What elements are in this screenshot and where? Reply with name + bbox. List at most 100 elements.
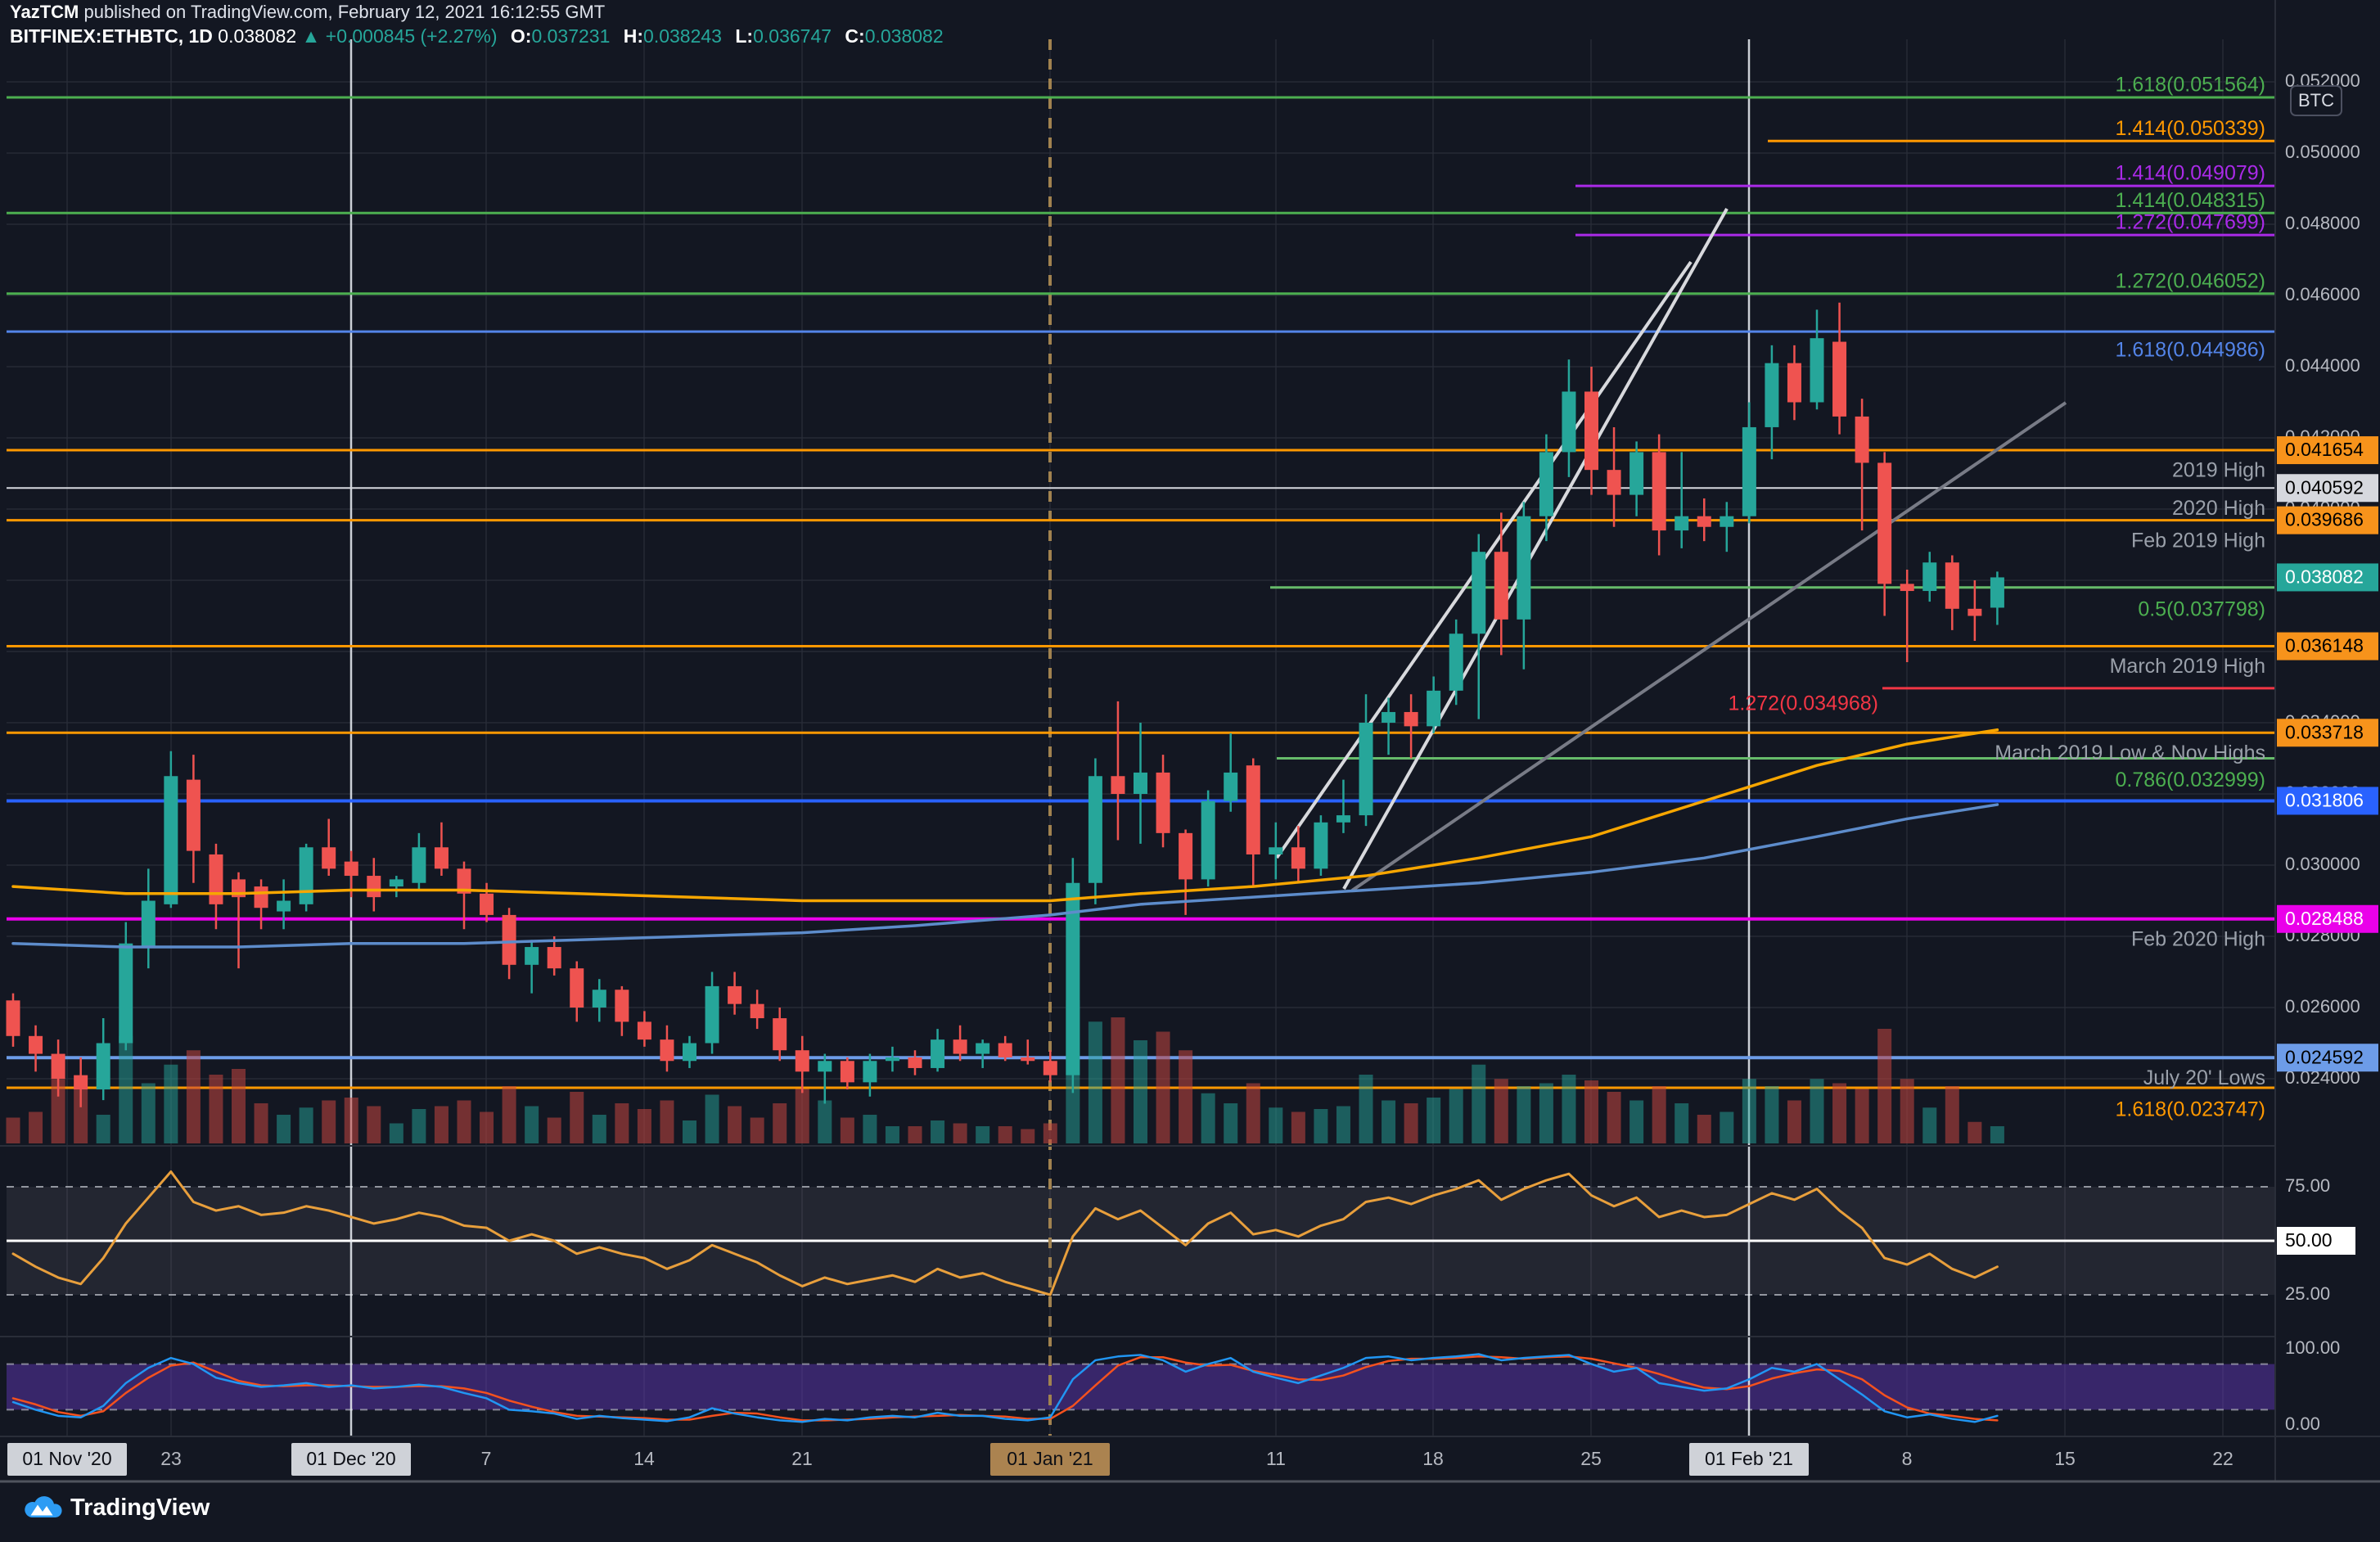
volume-bar xyxy=(141,1083,156,1143)
candle-body xyxy=(6,1000,20,1036)
volume-bar xyxy=(1201,1093,1215,1143)
volume-bar xyxy=(367,1106,381,1143)
volume-bar xyxy=(570,1092,584,1143)
level-label: 1.618(0.051564) xyxy=(2116,74,2265,97)
volume-bar xyxy=(1607,1092,1621,1143)
candle-body xyxy=(1314,822,1328,869)
level-label: 1.272(0.034968) xyxy=(1729,692,1878,715)
volume-bar xyxy=(840,1117,854,1143)
price-value-label: 0.033718 xyxy=(2285,721,2364,742)
trend-line xyxy=(1342,208,1729,890)
volume-bar xyxy=(660,1100,674,1143)
candle-body xyxy=(367,876,381,898)
volume-bar xyxy=(773,1103,787,1143)
volume-bar xyxy=(434,1106,449,1143)
low-value: 0.036747 xyxy=(753,25,832,47)
volume-bar xyxy=(525,1106,539,1143)
candle-body xyxy=(1990,577,2004,608)
price-tick-label: 0.046000 xyxy=(2285,284,2360,304)
candle-body xyxy=(322,847,336,869)
price-value-label-bg xyxy=(2277,436,2378,465)
volume-bar xyxy=(1021,1129,1035,1143)
candle-body xyxy=(1291,847,1305,869)
ma-fast-line xyxy=(11,728,1999,903)
candle-body xyxy=(1810,338,1824,403)
volume-bar xyxy=(615,1103,629,1143)
close-value: 0.038082 xyxy=(864,25,944,47)
volume-bar xyxy=(1877,1029,1892,1143)
symbol-name[interactable]: BITFINEX:ETHBTC, 1D xyxy=(10,25,213,47)
candle-body xyxy=(931,1039,945,1068)
time-tick-label: 14 xyxy=(633,1448,655,1469)
price-value-label-bg xyxy=(2277,563,2378,592)
volume-bar xyxy=(209,1075,223,1143)
candle-body xyxy=(1449,633,1463,691)
volume-bar xyxy=(750,1117,764,1143)
open-value: 0.037231 xyxy=(531,25,611,47)
volume-bar xyxy=(1675,1103,1689,1143)
time-tick-box xyxy=(990,1443,1110,1476)
volume-bar xyxy=(1382,1100,1396,1143)
candle-body xyxy=(74,1075,88,1090)
volume-bar xyxy=(232,1069,246,1143)
volume-bar xyxy=(818,1100,832,1143)
volume-bar xyxy=(1697,1115,1711,1143)
candle-body xyxy=(1224,772,1238,801)
candle-body xyxy=(1877,462,1892,584)
candle-body xyxy=(998,1043,1012,1057)
level-label: 1.272(0.047699) xyxy=(2116,211,2265,234)
candle-body xyxy=(660,1039,674,1062)
candle-body xyxy=(885,1057,899,1062)
volume-bar xyxy=(885,1126,899,1143)
price-tick-label: 0.050000 xyxy=(2285,142,2360,162)
level-label: 0.786(0.032999) xyxy=(2116,769,2265,791)
volume-bar xyxy=(1291,1111,1305,1143)
price-value-label-bg xyxy=(2277,904,2378,933)
candle-body xyxy=(277,900,291,912)
volume-bar xyxy=(1427,1098,1441,1143)
candle-body xyxy=(457,868,471,894)
volume-bar xyxy=(344,1098,358,1143)
time-tick-label: 01 Jan '21 xyxy=(1007,1448,1093,1469)
candle-body xyxy=(1472,552,1486,634)
candle-body xyxy=(119,943,133,1044)
level-label: 1.414(0.050339) xyxy=(2116,117,2265,140)
candle-body xyxy=(1855,416,1869,463)
price-value-label: 0.041654 xyxy=(2285,439,2364,460)
candle-body xyxy=(1968,608,1982,616)
time-tick-box xyxy=(291,1443,411,1476)
time-tick-label: 01 Feb '21 xyxy=(1705,1448,1793,1469)
price-value-label: 0.024592 xyxy=(2285,1046,2364,1067)
price-tick-label: 0.044000 xyxy=(2285,355,2360,376)
volume-bar xyxy=(976,1126,990,1143)
time-tick-box xyxy=(7,1443,127,1476)
candle-body xyxy=(434,847,449,869)
candle-body xyxy=(502,914,516,965)
candle-body xyxy=(412,847,426,883)
last-price: 0.038082 xyxy=(218,25,297,47)
volume-bar xyxy=(1990,1126,2004,1143)
price-value-label-bg xyxy=(2277,474,2378,503)
candle-body xyxy=(1675,516,1689,531)
tradingview-logo[interactable]: TradingView xyxy=(23,1493,210,1522)
price-tick-label: 0.048000 xyxy=(2285,213,2360,233)
volume-bar xyxy=(1562,1075,1576,1143)
volume-bar xyxy=(186,1050,201,1143)
volume-bar xyxy=(1224,1103,1238,1143)
time-tick-label: 8 xyxy=(1902,1448,1913,1469)
candle-body xyxy=(1720,516,1734,527)
volume-bar xyxy=(795,1089,809,1143)
level-label: July 20' Lows xyxy=(2143,1066,2265,1089)
candle-body xyxy=(1246,765,1260,854)
candle-body xyxy=(254,886,268,909)
candle-body xyxy=(1088,776,1102,883)
volume-bar xyxy=(1494,1079,1508,1143)
candle-body xyxy=(1945,562,1959,609)
price-tick-label: 0.030000 xyxy=(2285,854,2360,874)
candle-body xyxy=(1539,452,1553,516)
volume-bar xyxy=(1043,1123,1057,1143)
volume-bar xyxy=(322,1100,336,1143)
currency-unit-button[interactable]: BTC xyxy=(2290,85,2342,116)
